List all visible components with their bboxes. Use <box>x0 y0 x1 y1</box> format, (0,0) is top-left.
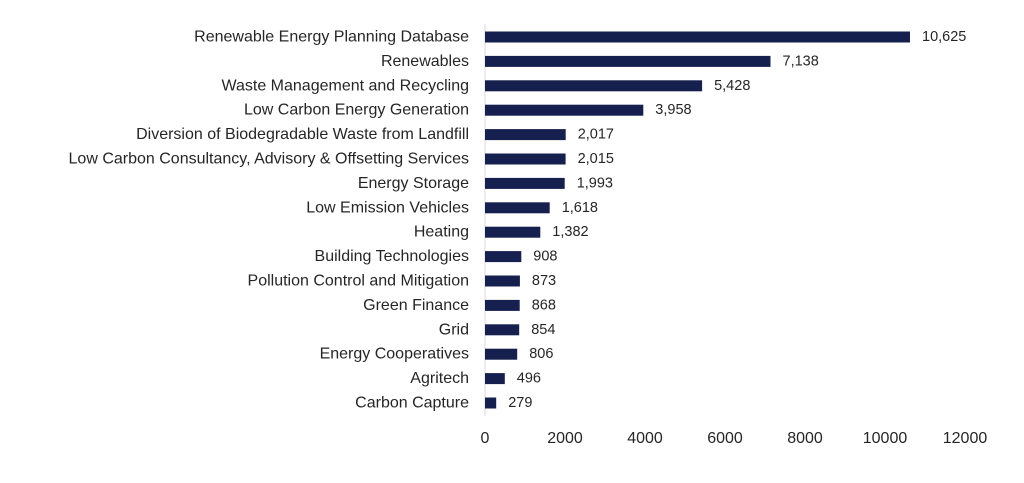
category-label: Heating <box>414 224 469 241</box>
bar <box>485 324 520 336</box>
bars-group <box>485 31 910 409</box>
category-label: Building Technologies <box>315 248 469 265</box>
x-tick-label: 12000 <box>943 430 988 447</box>
bar <box>485 348 518 360</box>
value-label: 1,993 <box>577 175 613 191</box>
x-tick-label: 10000 <box>863 430 908 447</box>
category-label: Low Carbon Energy Generation <box>244 102 469 119</box>
category-label: Carbon Capture <box>355 395 469 412</box>
value-label: 279 <box>508 395 532 411</box>
value-label: 873 <box>532 273 556 289</box>
x-tick-label: 8000 <box>787 430 823 447</box>
category-label: Renewables <box>381 53 469 70</box>
category-label: Green Finance <box>363 297 469 314</box>
value-label: 3,958 <box>655 102 691 118</box>
value-label: 2,015 <box>578 151 614 167</box>
category-label: Low Emission Vehicles <box>306 199 469 216</box>
value-label: 908 <box>533 249 557 265</box>
category-label: Low Carbon Consultancy, Advisory & Offse… <box>69 151 469 168</box>
bar <box>485 373 505 385</box>
value-label: 5,428 <box>714 78 750 94</box>
bar <box>485 80 703 92</box>
value-label: 1,618 <box>562 200 598 216</box>
category-label: Agritech <box>410 370 469 387</box>
bar <box>485 397 497 409</box>
category-labels-group: Renewable Energy Planning Database Renewa… <box>69 29 470 412</box>
value-labels-group: 10,625 7,138 5,428 3,958 2,017 2,015 1,993 1,61… <box>508 29 966 411</box>
bar <box>485 55 771 67</box>
bar <box>485 226 541 238</box>
value-label: 868 <box>532 297 556 313</box>
bar <box>485 202 550 214</box>
value-label: 806 <box>529 346 553 362</box>
value-label: 1,382 <box>552 224 588 240</box>
bar <box>485 251 522 263</box>
category-label: Energy Cooperatives <box>320 346 469 363</box>
x-tick-label: 4000 <box>627 430 663 447</box>
value-label: 7,138 <box>783 53 819 69</box>
category-label: Diversion of Biodegradable Waste from La… <box>136 126 469 143</box>
bar <box>485 275 520 287</box>
x-tick-label: 2000 <box>547 430 583 447</box>
category-label: Grid <box>439 321 469 338</box>
value-label: 496 <box>517 371 541 387</box>
category-label: Renewable Energy Planning Database <box>194 29 469 46</box>
bar <box>485 129 566 141</box>
value-label: 854 <box>531 322 555 338</box>
bar <box>485 299 520 311</box>
x-tick-label: 0 <box>481 430 490 447</box>
bar <box>485 104 644 116</box>
bar <box>485 153 566 165</box>
value-label: 2,017 <box>578 127 614 143</box>
category-label: Energy Storage <box>358 175 469 192</box>
category-label: Pollution Control and Mitigation <box>248 273 469 290</box>
x-tick-labels-group: 0 2000 4000 6000 8000 10000 12000 <box>481 430 988 447</box>
value-label: 10,625 <box>922 29 966 45</box>
bar <box>485 31 910 43</box>
x-tick-label: 6000 <box>707 430 743 447</box>
category-label: Waste Management and Recycling <box>221 77 469 94</box>
bar <box>485 177 565 189</box>
